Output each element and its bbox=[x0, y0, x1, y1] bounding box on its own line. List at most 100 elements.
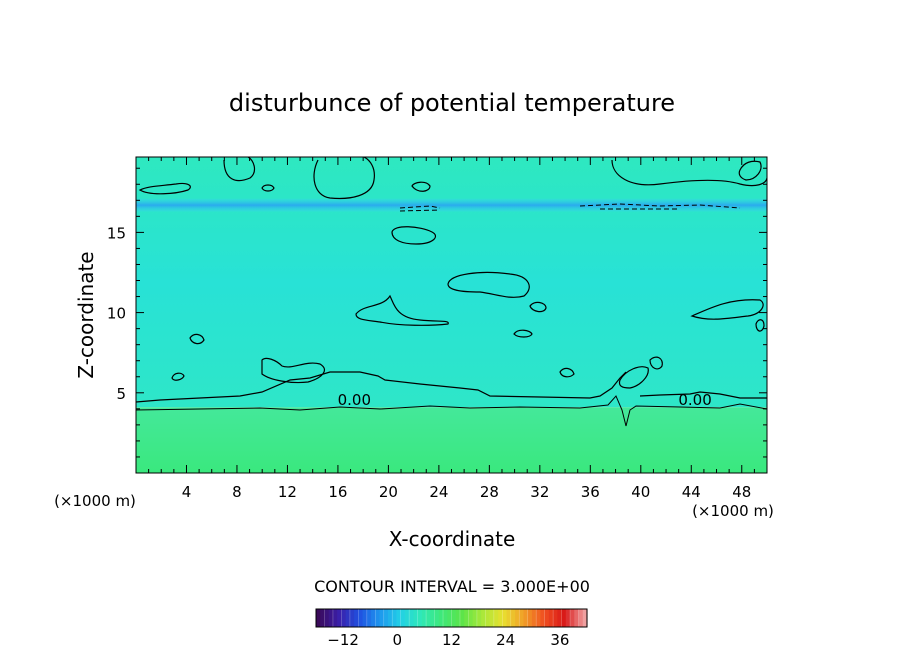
colorbar-segment bbox=[387, 609, 393, 627]
contour-cloud-16 bbox=[649, 356, 663, 370]
x-tick-label-20: 20 bbox=[379, 483, 398, 501]
colorbar-tick-label-4: 36 bbox=[550, 631, 569, 649]
colorbar-segment bbox=[328, 609, 334, 627]
colorbar-tick-label-2: 12 bbox=[442, 631, 461, 649]
contour-label-1: 0.00 bbox=[678, 391, 711, 409]
colorbar-segment bbox=[383, 609, 389, 627]
colorbar-segment bbox=[557, 609, 563, 627]
colorbar-frame bbox=[315, 608, 588, 628]
contour-cloud-6 bbox=[411, 181, 431, 192]
x-unit-left-label: (×1000 m) bbox=[54, 492, 136, 510]
contour-label-0: 0.00 bbox=[338, 391, 371, 409]
colorbar-segment bbox=[476, 609, 482, 627]
colorbar-tick-label-3: 24 bbox=[496, 631, 515, 649]
colorbar-segment bbox=[519, 609, 525, 627]
zero-contour-left bbox=[136, 371, 627, 403]
colorbar-segment bbox=[472, 609, 478, 627]
y-tick-label-10: 10 bbox=[107, 305, 126, 323]
contour-cloud-10 bbox=[355, 294, 449, 326]
colorbar-segment bbox=[341, 609, 347, 627]
colorbar-segment bbox=[332, 609, 338, 627]
x-tick-label-28: 28 bbox=[480, 483, 499, 501]
colorbar-segment bbox=[358, 609, 364, 627]
y-tick-label-15: 15 bbox=[107, 224, 126, 242]
contour-cloud-20 bbox=[755, 319, 765, 332]
colorbar-segment bbox=[400, 609, 406, 627]
contour-cloud-17 bbox=[559, 367, 575, 378]
colorbar-segment bbox=[324, 609, 330, 627]
colorbar-segment bbox=[451, 609, 457, 627]
colorbar-segment bbox=[548, 609, 554, 627]
lower-layer-region bbox=[136, 407, 767, 473]
colorbar-segment bbox=[506, 609, 512, 627]
colorbar-segment bbox=[366, 609, 372, 627]
colorbar-segment bbox=[320, 609, 326, 627]
colorbar-segment bbox=[578, 609, 584, 627]
contour-labels: 0.00 0.00 bbox=[338, 391, 712, 409]
colorbar-segment bbox=[447, 609, 453, 627]
colorbar-segment bbox=[468, 609, 474, 627]
colorbar-segment bbox=[443, 609, 448, 627]
contour-cloud-4 bbox=[611, 159, 767, 187]
x-tick-label-8: 8 bbox=[232, 483, 242, 501]
colorbar-tick-labels: −12 0 12 24 36 bbox=[327, 631, 569, 649]
negative-contour-1 bbox=[399, 205, 441, 209]
x-tick-label-4: 4 bbox=[182, 483, 192, 501]
colorbar-segment bbox=[455, 609, 461, 627]
x-unit-right-label: (×1000 m) bbox=[692, 502, 774, 520]
colorbar-segment bbox=[574, 609, 580, 627]
colorbar-segment bbox=[561, 609, 567, 627]
contour-cloud-19 bbox=[189, 333, 205, 345]
colorbar-tick-label-0: −12 bbox=[327, 631, 359, 649]
contour-cloud-12 bbox=[529, 301, 547, 313]
y-axis-title: Z-coordinate bbox=[74, 251, 98, 378]
contour-interval-label: CONTOUR INTERVAL = 3.000E+00 bbox=[314, 577, 590, 596]
colorbar-segment bbox=[417, 609, 423, 627]
contour-cloud-14 bbox=[261, 357, 325, 384]
colorbar-segment bbox=[523, 609, 529, 627]
colorbar-segment bbox=[502, 609, 508, 627]
contour-cloud-1 bbox=[223, 157, 256, 182]
contour-cloud-13 bbox=[513, 329, 533, 338]
x-tick-label-24: 24 bbox=[429, 483, 448, 501]
chart-title: disturbunce of potential temperature bbox=[229, 89, 675, 117]
colorbar-segment bbox=[582, 609, 588, 627]
x-tick-label-40: 40 bbox=[631, 483, 650, 501]
contour-cloud-3 bbox=[138, 182, 191, 195]
colorbar-segment bbox=[379, 609, 385, 627]
colorbar-segment bbox=[413, 609, 419, 627]
colorbar-segment bbox=[396, 609, 402, 627]
colorbar-segment bbox=[362, 609, 368, 627]
colorbar-segment bbox=[515, 609, 520, 627]
heatmap-field: 0.00 0.00 bbox=[136, 157, 767, 473]
contour-cloud-5 bbox=[738, 160, 762, 181]
colorbar-segment bbox=[438, 609, 444, 627]
colorbar-segment bbox=[354, 609, 359, 627]
colorbar-segment bbox=[498, 609, 503, 627]
x-tick-label-12: 12 bbox=[278, 483, 297, 501]
x-axis-title: X-coordinate bbox=[389, 527, 516, 551]
colorbar-segment bbox=[510, 609, 516, 627]
contour-cloud-8 bbox=[391, 226, 437, 245]
x-axis: 4 8 12 16 20 24 28 32 36 40 44 48 bbox=[148, 157, 755, 501]
colorbar-tick-label-1: 0 bbox=[393, 631, 403, 649]
contour-cloud-18 bbox=[171, 372, 185, 381]
colorbar-segment bbox=[421, 609, 427, 627]
y-axis: 5 10 15 bbox=[107, 167, 767, 458]
colorbar-segment bbox=[481, 609, 486, 627]
colorbar-segment bbox=[489, 609, 495, 627]
colorbar-segment bbox=[531, 609, 537, 627]
colorbar-segment bbox=[434, 609, 440, 627]
upper-layer-region bbox=[136, 157, 767, 408]
zero-contour-right bbox=[639, 391, 767, 399]
colorbar-segment bbox=[316, 609, 321, 627]
contour-cloud-11 bbox=[690, 299, 764, 320]
colorbar-segment bbox=[375, 609, 381, 627]
cold-band-region bbox=[136, 198, 767, 212]
colorbar-segment bbox=[371, 609, 376, 627]
contour-lines bbox=[136, 157, 767, 427]
colorbar-segment bbox=[565, 609, 571, 627]
colorbar-segment bbox=[345, 609, 351, 627]
negative-contour-3 bbox=[399, 209, 441, 212]
